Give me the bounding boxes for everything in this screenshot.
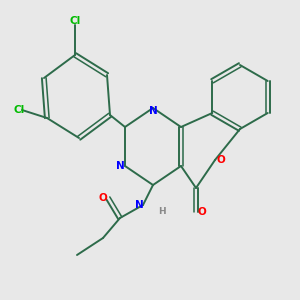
Text: Cl: Cl	[14, 105, 25, 115]
Text: Cl: Cl	[69, 16, 81, 26]
Text: H: H	[158, 208, 166, 217]
Text: O: O	[98, 193, 107, 203]
Text: N: N	[135, 200, 144, 210]
Text: O: O	[216, 155, 225, 165]
Text: N: N	[116, 161, 125, 171]
Text: N: N	[148, 106, 158, 116]
Text: O: O	[197, 207, 206, 217]
